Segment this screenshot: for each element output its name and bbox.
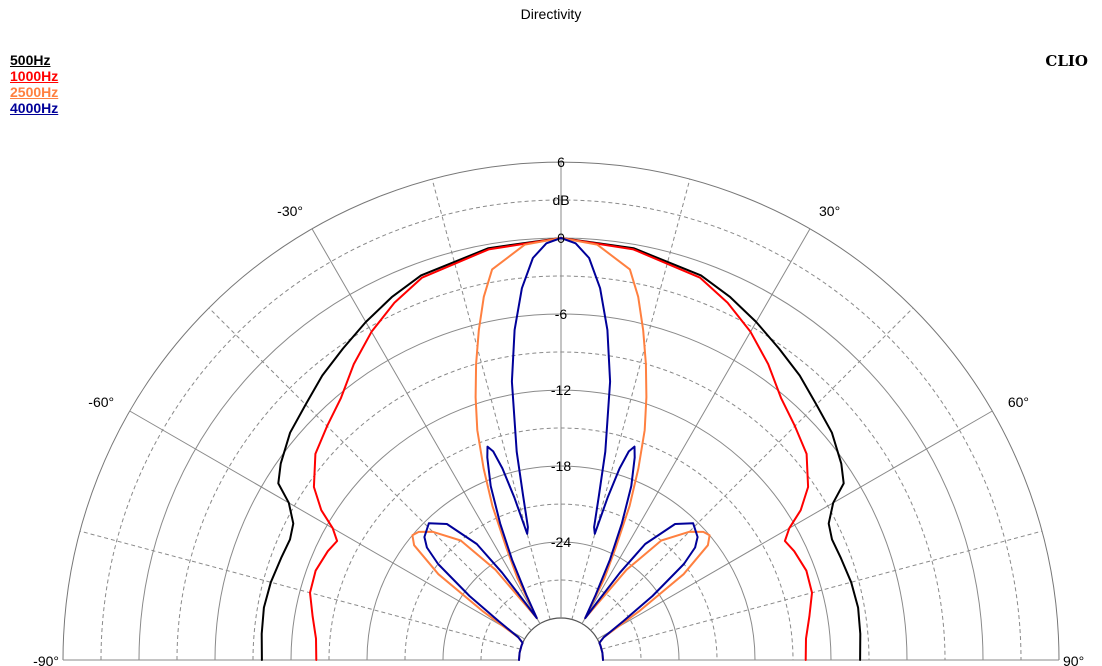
radial-unit-label: dB: [552, 192, 569, 208]
radial-tick-label: 6: [557, 154, 565, 170]
grid-spoke: [129, 410, 525, 640]
angle-label: -30°: [277, 203, 303, 219]
grid-spoke: [571, 178, 691, 620]
angle-label: 60°: [1008, 394, 1029, 410]
grid-spoke: [590, 307, 914, 631]
angle-label: 30°: [819, 203, 840, 219]
grid-spoke: [431, 178, 551, 620]
chart-title: Directivity: [520, 6, 582, 22]
polar-curves: [260, 237, 862, 661]
brand-logo-text: CLIO: [1045, 52, 1088, 70]
grid-ring: [404, 503, 718, 661]
radial-tick-label: -12: [551, 382, 571, 398]
radial-tick-label: -18: [551, 458, 571, 474]
polar-labels: 6 0 -6 -12 -18 -24 dB -90° -60° -30° 30° 60° 90°: [33, 154, 1084, 666]
series-line-4000hz: [423, 237, 699, 661]
grid-center-cap: [518, 617, 604, 661]
legend-item-500hz[interactable]: 500Hz: [10, 52, 51, 68]
radial-tick-label: -6: [555, 306, 568, 322]
grid-spoke: [208, 307, 532, 631]
grid-spoke: [597, 410, 993, 640]
legend-item-4000hz[interactable]: 4000Hz: [10, 100, 59, 116]
legend-item-1000hz[interactable]: 1000Hz: [10, 68, 59, 84]
angle-label: -60°: [88, 394, 114, 410]
grid-spoke: [311, 228, 541, 624]
radial-tick-label: 0: [557, 230, 565, 246]
legend-item-2500hz[interactable]: 2500Hz: [10, 84, 59, 100]
grid-spoke: [79, 530, 521, 650]
radial-tick-label: -24: [551, 534, 571, 550]
legend: 500Hz 1000Hz 2500Hz 4000Hz: [10, 52, 58, 116]
angle-label: 90°: [1063, 653, 1084, 666]
grid-spoke: [601, 530, 1043, 650]
grid-ring: [480, 579, 642, 661]
grid-spoke: [581, 228, 811, 624]
polar-grid: [62, 161, 1060, 661]
angle-label: -90°: [33, 653, 59, 666]
